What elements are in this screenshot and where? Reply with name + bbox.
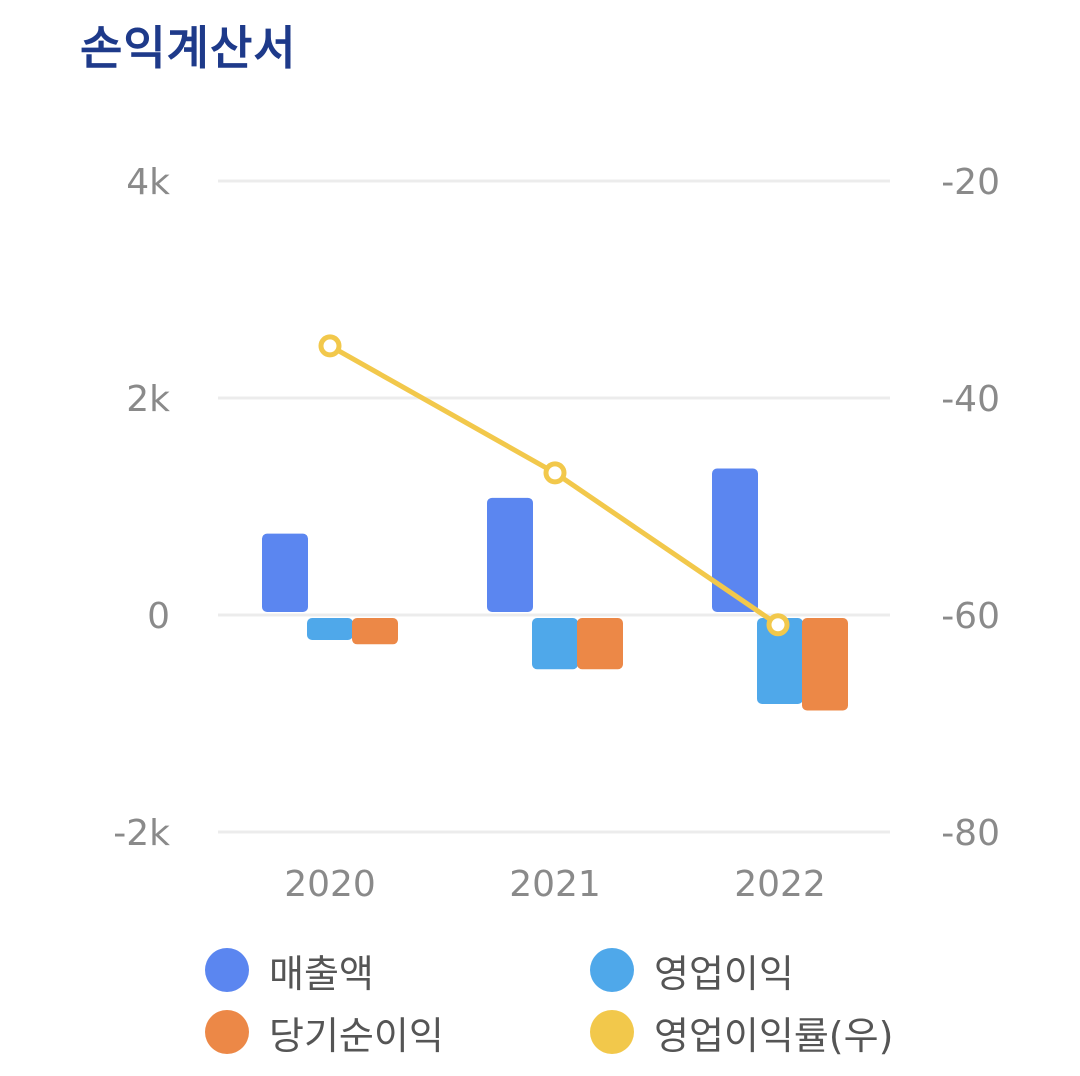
y-left-tick-label: 2k	[126, 379, 170, 420]
operating-margin-line	[328, 343, 780, 627]
axis-ticks: 4k -20 2k -40 0 -60 -2k -80 2020 2021 2022	[113, 162, 1000, 905]
legend-dot-operating-margin	[590, 1010, 634, 1054]
bar-series	[262, 468, 848, 711]
legend-label: 매출액	[269, 951, 374, 996]
page-title: 손익계산서	[80, 21, 297, 75]
x-tick-label: 2022	[734, 864, 826, 905]
bar-revenue	[487, 497, 533, 612]
line-series	[318, 334, 790, 637]
bar-revenue	[262, 533, 308, 612]
legend-dot-operating-income	[590, 948, 634, 992]
bar-operating-income	[532, 618, 578, 670]
bar-operating-income	[307, 618, 353, 640]
y-right-tick-label: -20	[941, 162, 1000, 203]
grid-lines	[218, 179, 890, 834]
operating-margin-point	[766, 613, 790, 637]
y-right-tick-label: -80	[941, 813, 1000, 854]
y-right-tick-label: -40	[941, 379, 1000, 420]
income-statement-chart: 4k -20 2k -40 0 -60 -2k -80 2020 2021 2022	[113, 162, 1000, 905]
operating-margin-point	[318, 334, 342, 358]
legend-label: 당기순이익	[269, 1013, 444, 1058]
bar-operating-income	[757, 618, 803, 704]
operating-margin-point	[543, 461, 567, 485]
x-tick-label: 2021	[509, 864, 601, 905]
y-left-tick-label: -2k	[113, 813, 170, 854]
legend-item-operating-margin[interactable]: 영업이익률(우)	[590, 1007, 894, 1058]
legend-dot-revenue	[205, 948, 249, 992]
legend-label: 영업이익	[654, 951, 794, 996]
y-right-tick-label: -60	[941, 596, 1000, 637]
legend-dot-net-income	[205, 1010, 249, 1054]
bar-net-income	[352, 618, 398, 645]
legend-label: 영업이익률(우)	[654, 1013, 894, 1058]
bar-revenue	[712, 468, 758, 612]
y-left-tick-label: 0	[147, 596, 170, 637]
y-left-tick-label: 4k	[126, 162, 170, 203]
legend-item-revenue[interactable]: 매출액	[205, 945, 374, 996]
bar-net-income	[577, 618, 623, 670]
legend-item-operating-income[interactable]: 영업이익	[590, 945, 794, 996]
x-tick-label: 2020	[284, 864, 376, 905]
legend-item-net-income[interactable]: 당기순이익	[205, 1007, 444, 1058]
bar-net-income	[802, 618, 848, 711]
